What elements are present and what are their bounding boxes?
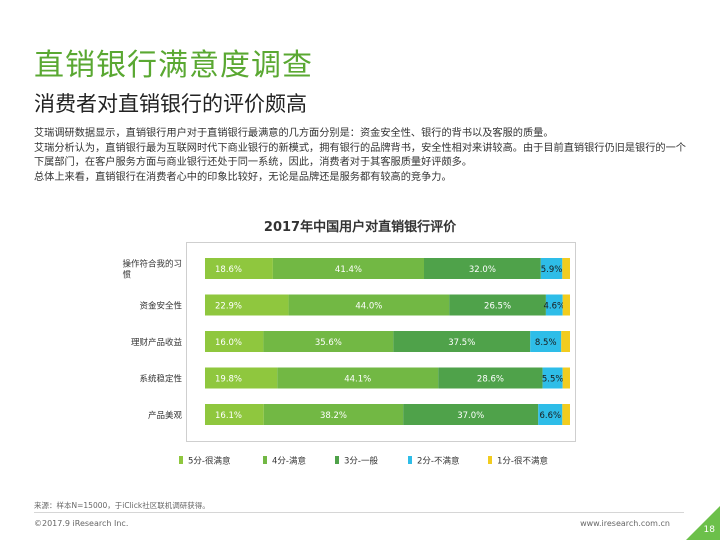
bar-segment [562,294,570,316]
bar-segment [263,404,404,425]
data-label: 18.6% [215,265,242,275]
legend-swatch [335,456,339,464]
source-footnote: 来源：样本N=15000，于iClick社区联机调研获得。 [34,501,210,510]
legend-swatch [263,456,267,464]
bar-segment [403,404,539,425]
bar-segment [205,331,264,352]
bar-segment [205,258,273,279]
data-label: 6.6% [539,411,561,421]
data-label: 16.0% [215,338,242,348]
bar-segment [205,294,289,316]
body-paragraph-2: 艾瑞分析认为，直销银行最为互联网时代下商业银行的新模式，拥有银行的品牌背书，安全… [34,142,686,169]
page-corner-badge [686,506,720,540]
bar-segment [545,294,563,316]
category-label: 产品美观 [148,410,183,421]
legend-swatch [488,456,492,464]
data-label: 5.5% [542,375,564,385]
footer-divider [34,512,684,513]
data-label: 8.5% [535,338,557,348]
data-label: 5.9% [541,265,563,275]
legend-swatch [408,456,412,464]
bar-segment [205,404,264,425]
bar-segment [562,258,570,279]
data-label: 16.1% [215,411,242,421]
bar-segment [393,331,531,352]
data-label: 26.5% [484,302,511,312]
bar-segment [424,258,541,279]
bar-segment [561,331,570,352]
legend-label: 3分-一般 [344,456,378,467]
page-title: 直销银行满意度调查 [34,48,313,83]
data-label: 44.0% [355,302,382,312]
category-label: 操作符合我的习惯 [122,259,182,281]
data-label: 19.8% [215,375,242,385]
bar-segment [542,367,563,389]
data-label: 37.5% [448,338,475,348]
copyright: ©2017.9 iResearch Inc. [34,519,129,528]
data-label: 37.0% [457,411,484,421]
data-label: 22.9% [215,302,242,312]
data-label: 41.4% [335,265,362,275]
bar-segment [562,367,570,389]
page-number: 18 [703,525,715,535]
bar-segment [530,331,562,352]
data-label: 44.1% [344,375,371,385]
bar-segment [277,367,439,389]
bar-segment [438,367,543,389]
data-label: 38.2% [320,411,347,421]
website-link[interactable]: www.iresearch.com.cn [580,519,670,528]
data-label: 4.6% [544,302,566,312]
page-subtitle: 消费者对直销银行的评价颇高 [34,92,307,116]
body-text: 艾瑞调研数据显示，直销银行用户对于直销银行最满意的几方面分别是：资金安全性、银行… [34,127,694,185]
legend-label: 1分-很不满意 [497,456,548,467]
legend-label: 2分-不满意 [417,456,459,467]
body-paragraph-3: 总体上来看，直销银行在消费者心中的印象比较好，无论是品牌还是服务都有较高的竞争力… [34,171,452,183]
chart-title: 2017年中国用户对直销银行评价 [263,220,457,235]
data-label: 32.0% [469,265,496,275]
category-label: 理财产品收益 [131,337,183,348]
legend-label: 4分-满意 [272,456,306,467]
chart-frame [186,242,576,442]
bar-segment [263,331,394,352]
data-label: 35.6% [315,338,342,348]
legend-label: 5分-很满意 [188,456,230,467]
body-paragraph-1: 艾瑞调研数据显示，直销银行用户对于直销银行最满意的几方面分别是：资金安全性、银行… [34,128,554,139]
legend-swatch [179,456,183,464]
bar-segment [205,367,278,389]
bar-segment [449,294,546,316]
category-label: 系统稳定性 [139,374,182,385]
bar-segment [538,404,563,425]
bar-segment [540,258,563,279]
bar-segment [272,258,424,279]
stacked-bar-chart: 操作符合我的习惯 18.6% 41.4% 32.0% 5.9% 资金安全性 22.9% 44.… [122,258,570,467]
data-label: 28.6% [477,375,504,385]
bar-segment [288,294,450,316]
bar-segment [562,404,570,425]
category-label: 资金安全性 [139,301,182,312]
